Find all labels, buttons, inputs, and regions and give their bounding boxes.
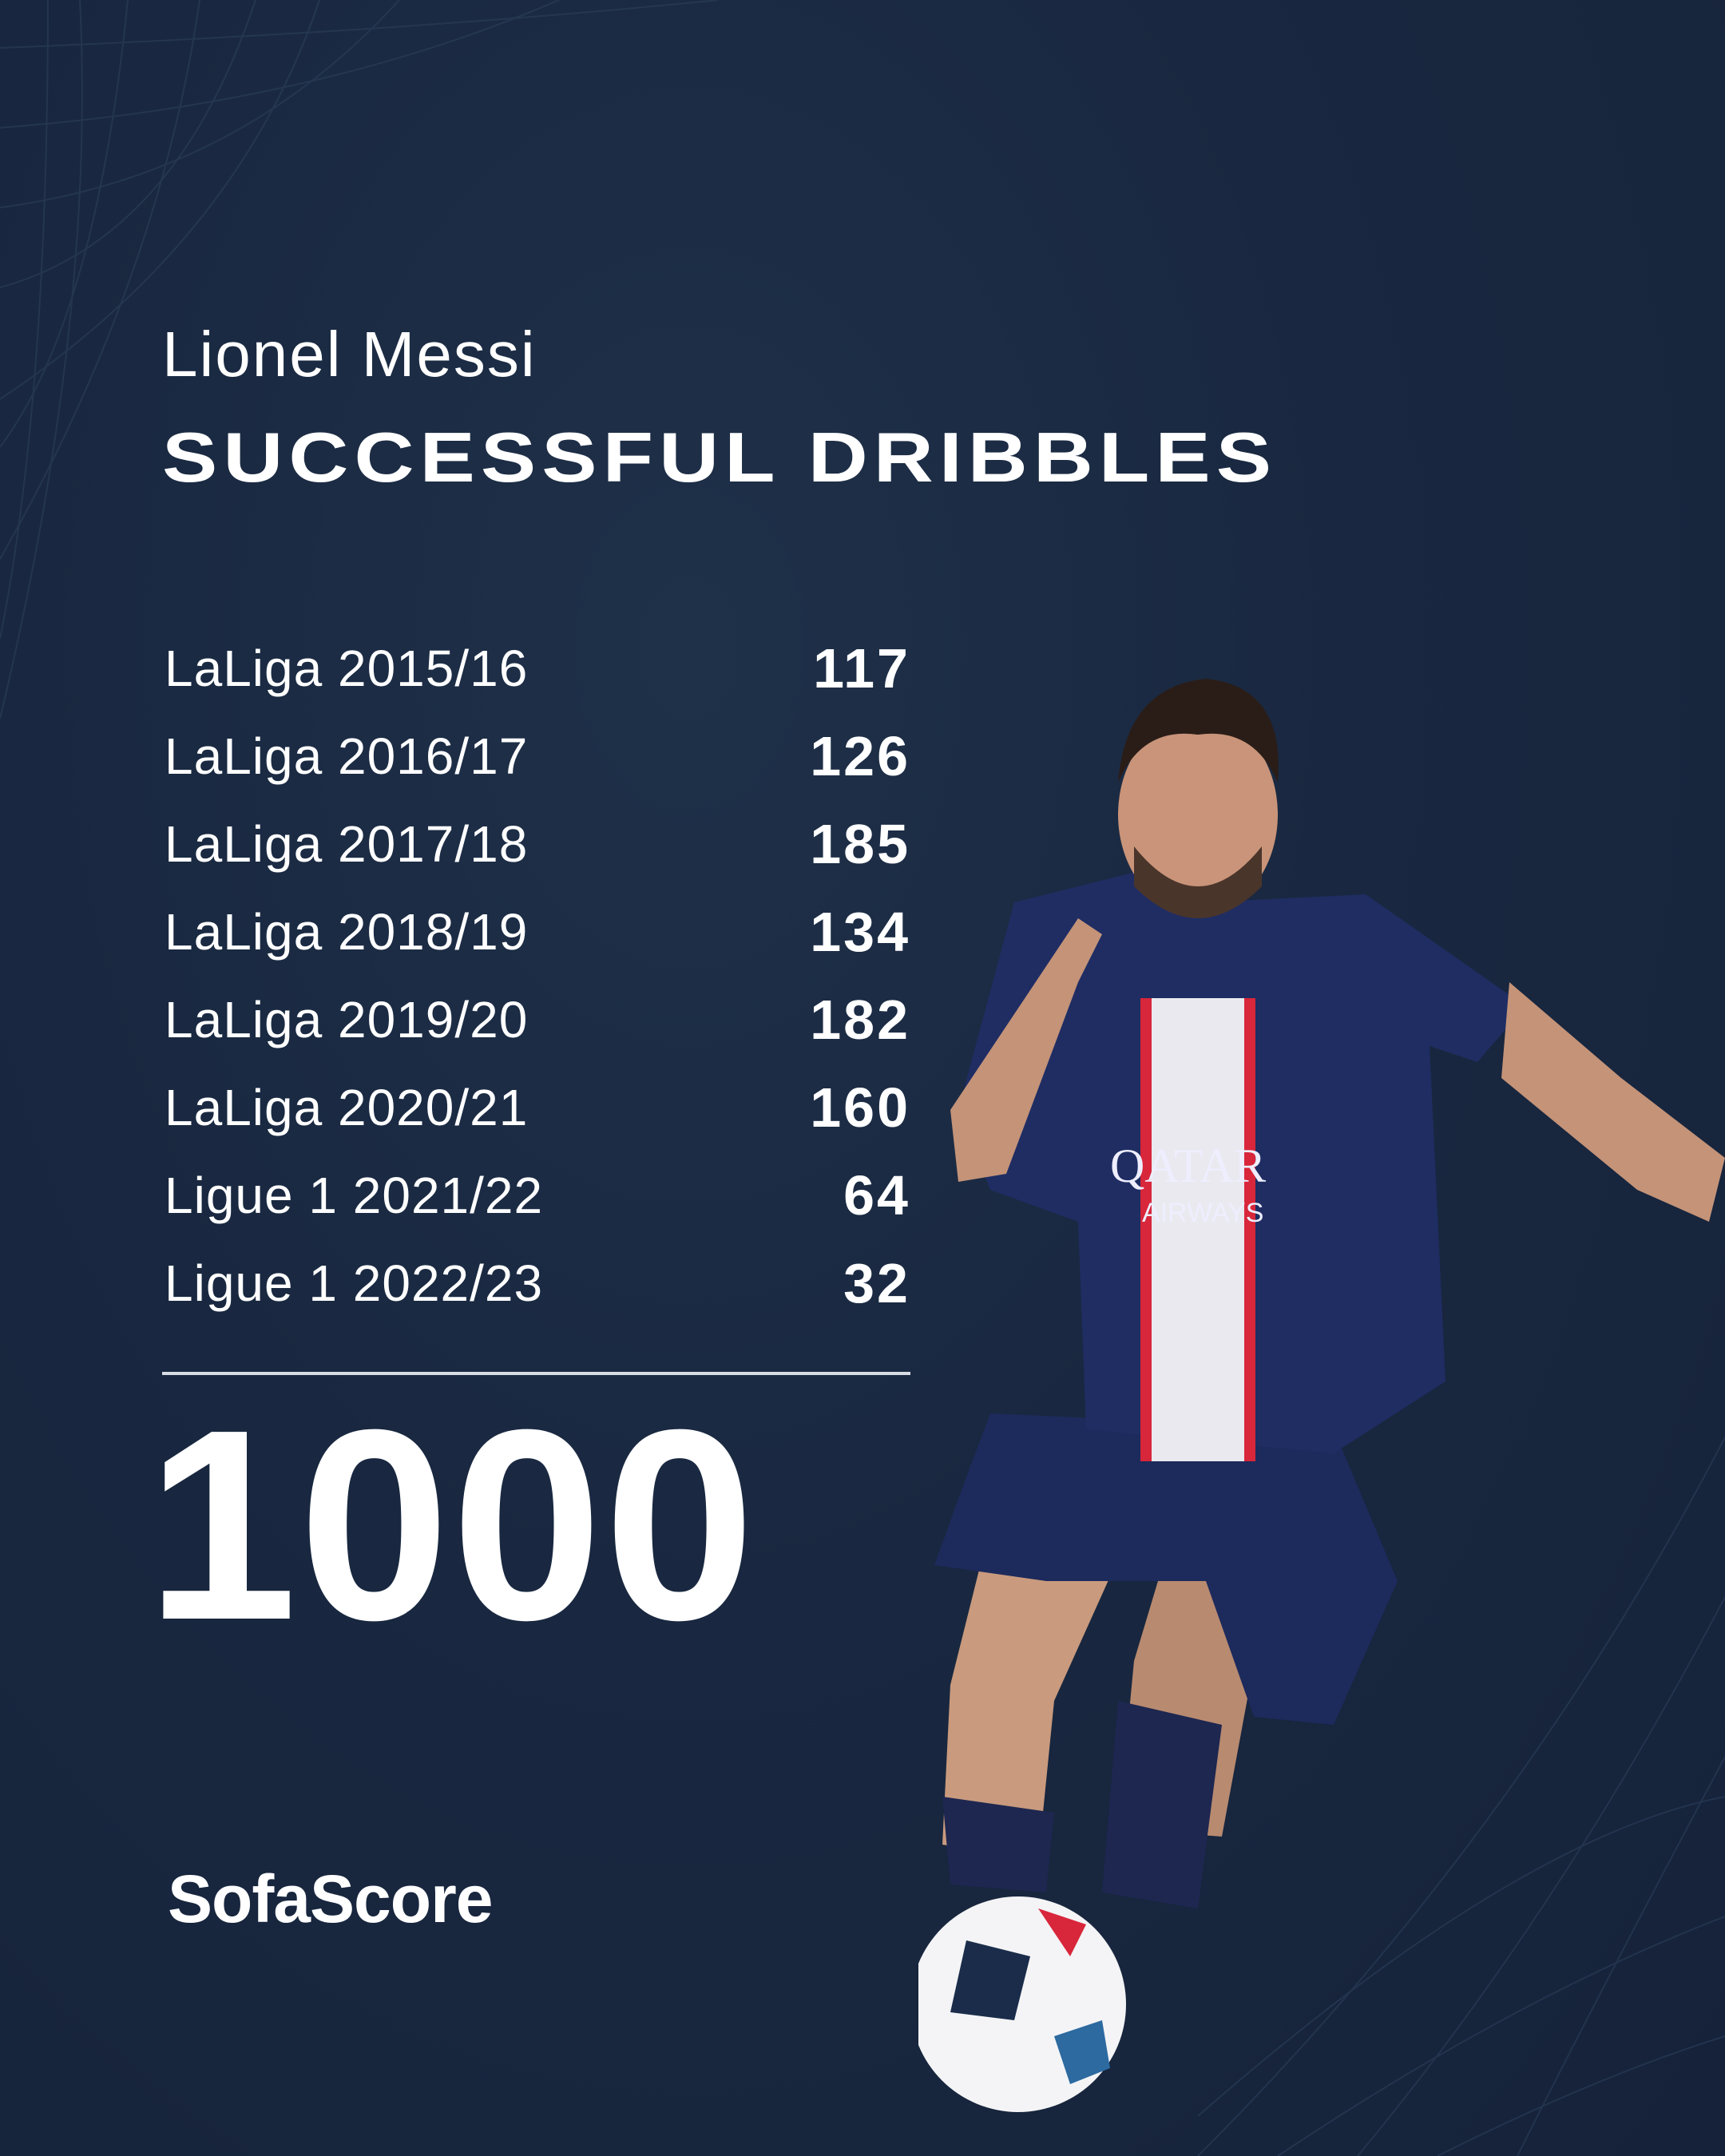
total-value: 1000 (146, 1373, 757, 1677)
season-row: LaLiga 2017/18 185 (165, 800, 910, 888)
season-label: LaLiga 2015/16 (165, 640, 529, 697)
season-value: 134 (810, 901, 910, 963)
season-label: LaLiga 2016/17 (165, 727, 529, 785)
stat-title: SUCCESSFUL DRIBBLES (162, 418, 1278, 497)
season-label: Ligue 1 2022/23 (165, 1254, 544, 1312)
player-name: Lionel Messi (162, 319, 537, 390)
svg-text:AIRWAYS: AIRWAYS (1142, 1198, 1263, 1228)
season-row: Ligue 1 2021/22 64 (165, 1151, 910, 1239)
season-list: LaLiga 2015/16 117 LaLiga 2016/17 126 LaLi… (165, 624, 910, 1327)
season-value: 182 (810, 989, 910, 1051)
season-value: 117 (813, 637, 910, 700)
season-row: LaLiga 2018/19 134 (165, 888, 910, 976)
player-photo: QATAR AIRWAYS (918, 679, 1725, 2112)
season-value: 32 (843, 1252, 910, 1314)
season-row: LaLiga 2019/20 182 (165, 976, 910, 1064)
season-row: LaLiga 2020/21 160 (165, 1064, 910, 1151)
season-row: LaLiga 2015/16 117 (165, 624, 910, 712)
season-label: LaLiga 2019/20 (165, 991, 529, 1048)
svg-text:QATAR: QATAR (1110, 1139, 1266, 1192)
season-value: 160 (810, 1076, 910, 1139)
divider (162, 1372, 910, 1375)
season-row: Ligue 1 2022/23 32 (165, 1239, 910, 1327)
season-value: 126 (810, 725, 910, 787)
season-label: LaLiga 2018/19 (165, 903, 529, 961)
season-value: 64 (843, 1164, 910, 1227)
season-label: LaLiga 2020/21 (165, 1079, 529, 1136)
season-row: LaLiga 2016/17 126 (165, 712, 910, 800)
season-value: 185 (810, 813, 910, 875)
season-label: Ligue 1 2021/22 (165, 1167, 544, 1224)
sofascore-logo: SofaScore (168, 1861, 493, 1936)
season-label: LaLiga 2017/18 (165, 815, 529, 873)
